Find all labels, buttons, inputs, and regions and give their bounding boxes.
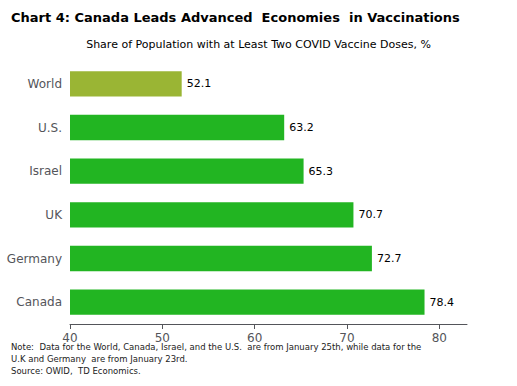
svg-text:72.7: 72.7	[377, 252, 402, 265]
svg-text:Note: Data for the World, Can: Note: Data for the World, Canada, Israel…	[11, 342, 421, 352]
svg-text:60: 60	[247, 331, 263, 345]
svg-text:U.K and Germany are from Janu: U.K and Germany are from January 23rd.	[11, 354, 187, 364]
svg-text:UK: UK	[45, 208, 63, 222]
svg-text:Source: OWID, TD Economics.: Source: OWID, TD Economics.	[11, 366, 141, 376]
svg-text:World: World	[28, 77, 62, 91]
svg-text:70.7: 70.7	[358, 208, 383, 221]
svg-text:Israel: Israel	[29, 164, 62, 178]
svg-text:65.3: 65.3	[309, 165, 334, 178]
svg-text:Share of Population with at Le: Share of Population with at Least Two CO…	[86, 38, 431, 51]
svg-text:Germany: Germany	[7, 252, 62, 266]
svg-text:Chart 4: Canada Leads Advanced: Chart 4: Canada Leads Advanced Economies…	[11, 10, 460, 25]
svg-text:80: 80	[432, 331, 447, 345]
svg-text:40: 40	[62, 331, 78, 345]
svg-text:Canada: Canada	[16, 295, 62, 309]
svg-text:U.S.: U.S.	[38, 121, 62, 135]
svg-text:70: 70	[339, 331, 355, 345]
svg-text:52.1: 52.1	[187, 77, 212, 90]
svg-text:50: 50	[154, 331, 170, 345]
svg-text:63.2: 63.2	[289, 121, 314, 134]
svg-text:78.4: 78.4	[430, 296, 455, 309]
